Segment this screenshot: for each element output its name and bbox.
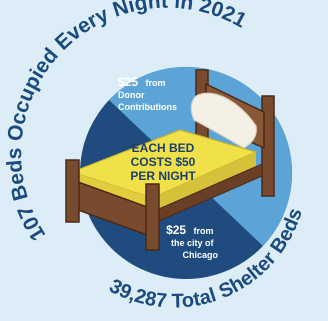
footboard-post-right [145,183,160,251]
city-from: from [194,226,214,236]
banner-line3: PER NIGHT [130,169,196,183]
city-label: $25 from the city of Chicago [166,221,218,260]
donor-label: $25 from Donor Contributions [118,73,177,112]
bed-icon [65,69,275,251]
donor-line2: Donor [118,90,145,100]
donor-from: from [145,78,165,88]
mattress-side-right [152,152,256,212]
cost-banner: EACH BED COSTS $50 PER NIGHT [130,141,196,183]
city-line2: the city of [171,238,215,248]
banner-line1: EACH BED [132,141,195,155]
donor-amount: $25 [118,75,138,89]
banner-line2: COSTS $50 [131,155,196,169]
city-line3: Chicago [182,250,218,260]
city-amount: $25 [166,223,186,237]
donor-line3: Contributions [118,102,177,112]
footboard-post-left [65,159,80,223]
